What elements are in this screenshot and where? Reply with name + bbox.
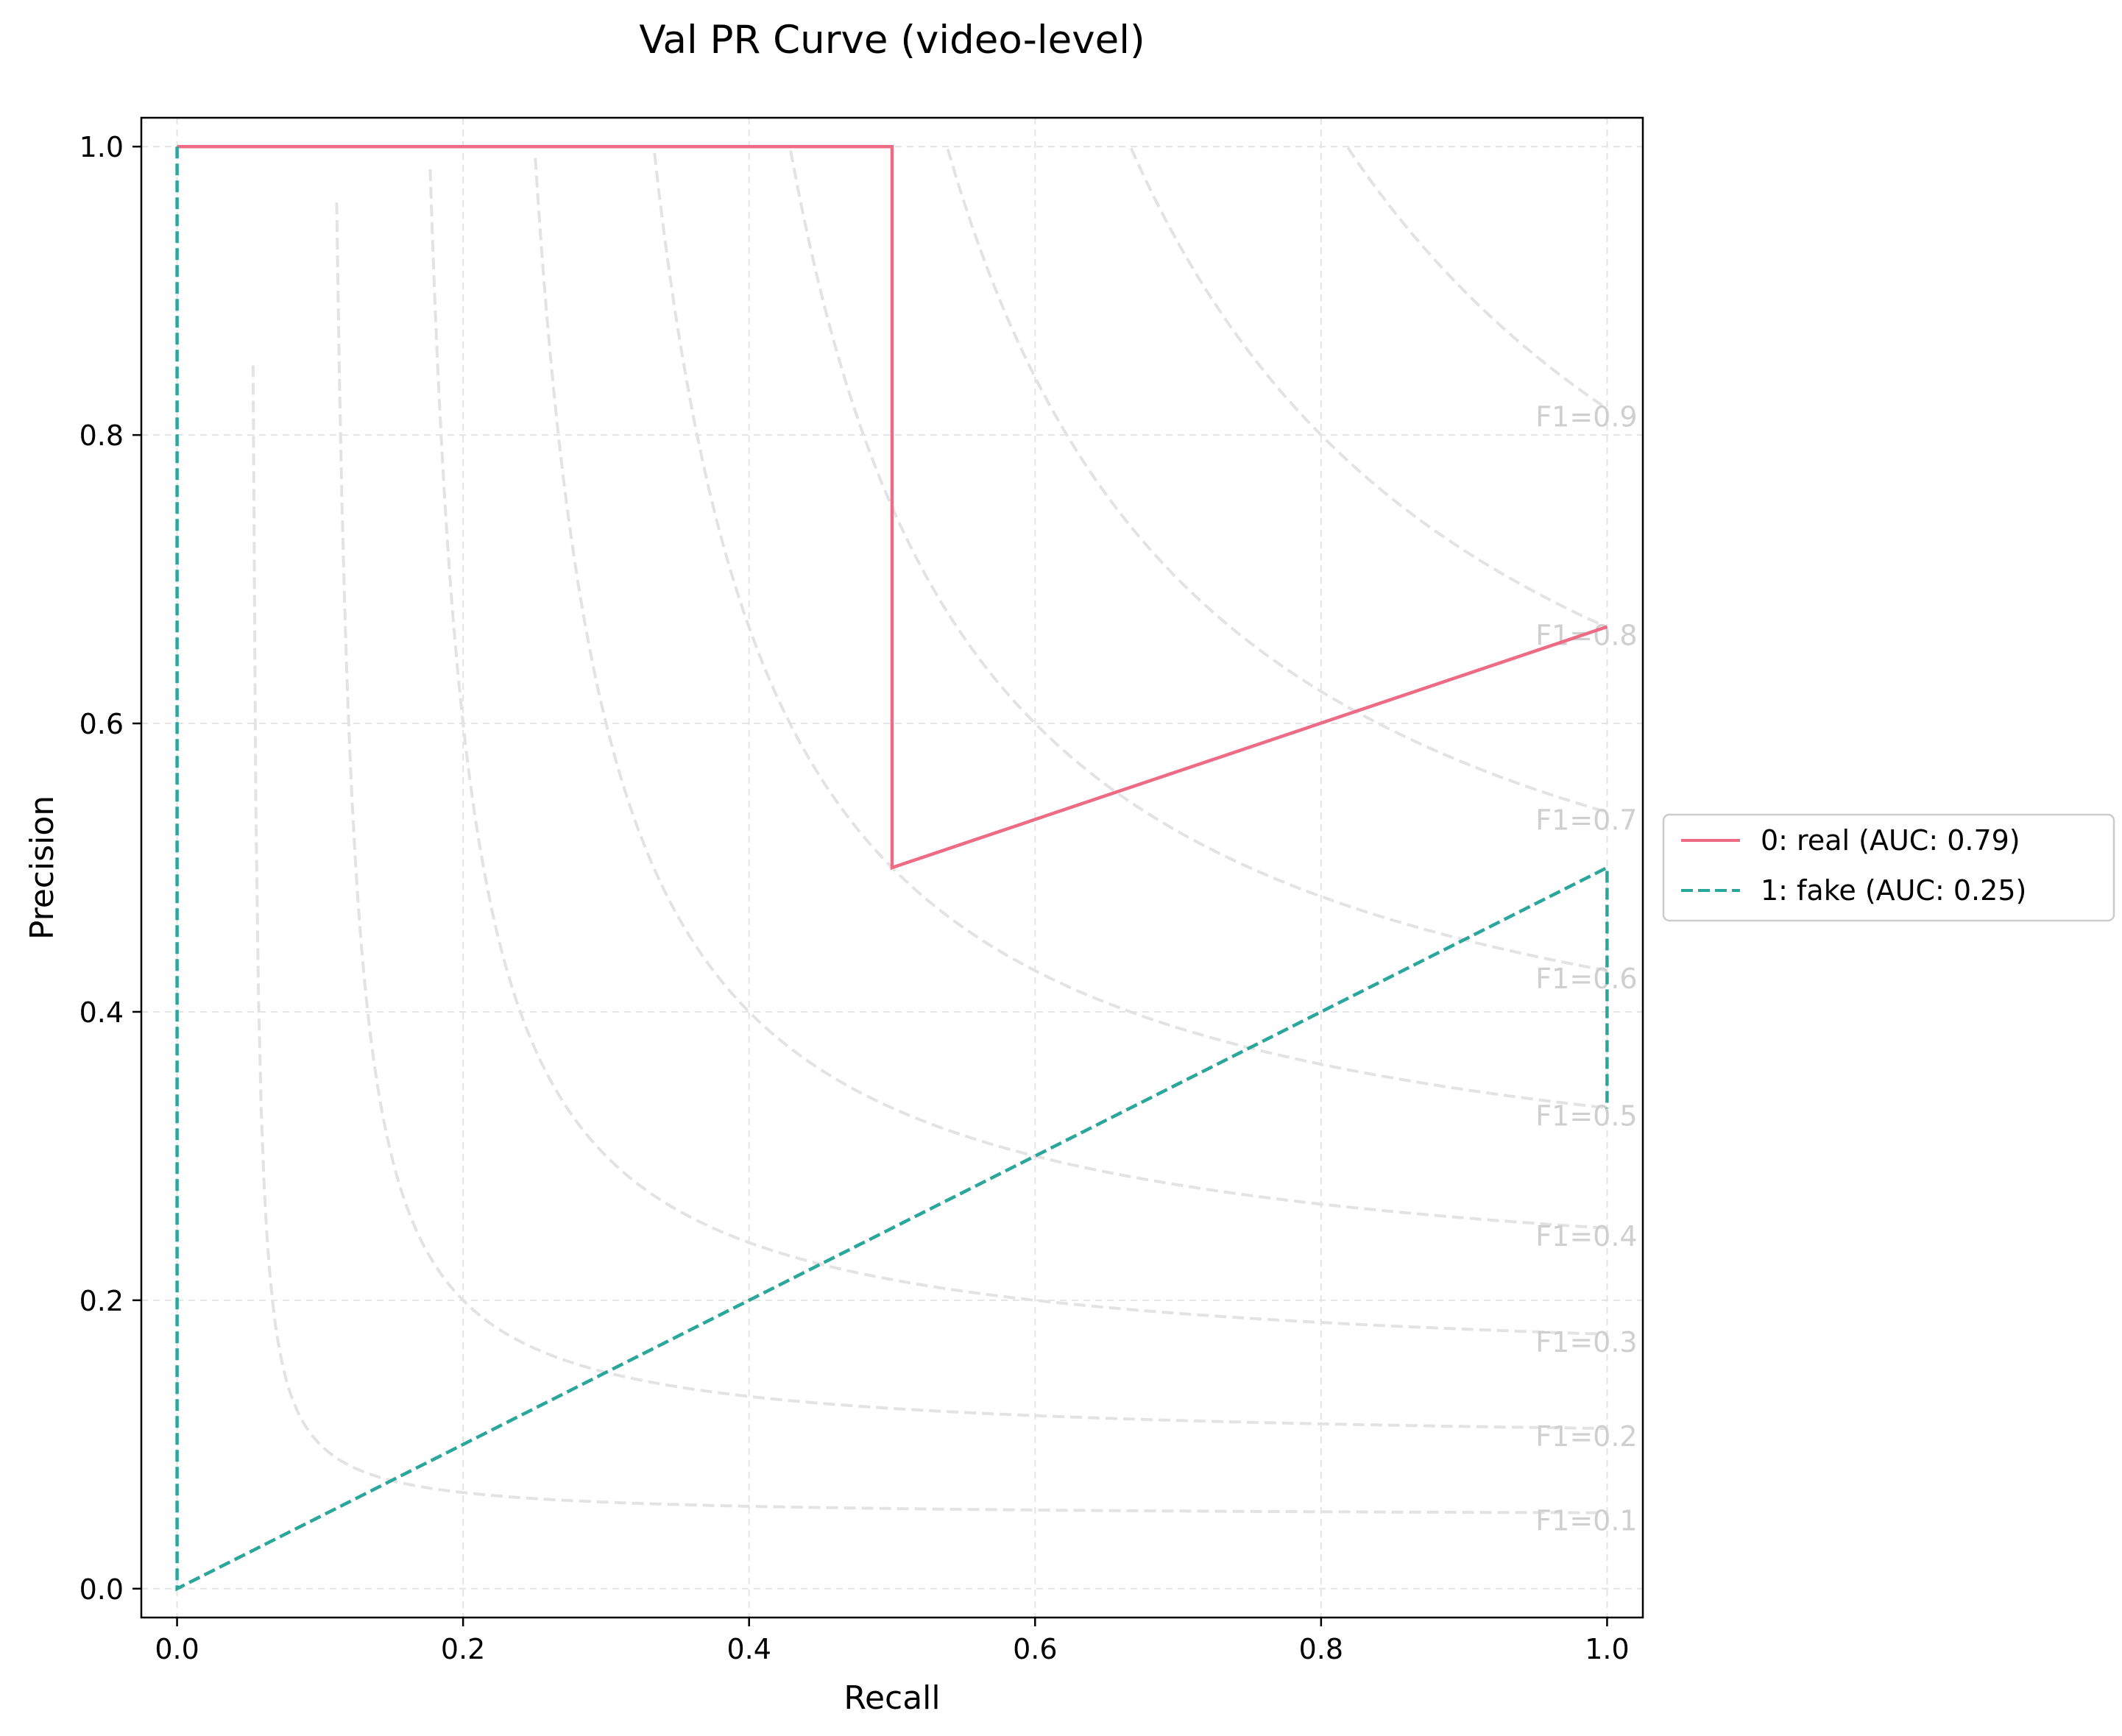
iso-f1-curve-7: [1129, 147, 1608, 629]
iso-f1-label-2: F1=0.3: [1535, 1326, 1637, 1358]
iso-f1-label-3: F1=0.4: [1535, 1220, 1637, 1253]
y-tick-label-3: 0.6: [79, 708, 124, 740]
iso-f1-label-0: F1=0.1: [1535, 1505, 1637, 1537]
iso-f1-curve-2: [428, 169, 1608, 1336]
x-tick-label-5: 1.0: [1585, 1633, 1629, 1665]
x-tick-label-1: 0.2: [441, 1633, 485, 1665]
iso-f1-curve-8: [1346, 146, 1608, 411]
iso-f1-label-4: F1=0.5: [1535, 1100, 1637, 1133]
legend-box: [1662, 813, 2115, 922]
x-tick-label-0: 0.0: [155, 1633, 199, 1665]
y-axis-label: Precision: [24, 796, 61, 940]
y-tick-label-0: 0.0: [79, 1573, 124, 1606]
legend: 0: real (AUC: 0.79) 1: fake (AUC: 0.25): [1662, 813, 2115, 922]
iso-f1-curve-0: [251, 365, 1608, 1514]
iso-f1-curve-4: [653, 152, 1608, 1110]
iso-f1-label-5: F1=0.6: [1535, 963, 1637, 995]
x-tick-label-4: 0.8: [1299, 1633, 1343, 1665]
legend-label-fake: 1: fake (AUC: 0.25): [1761, 874, 2026, 907]
x-axis-label: Recall: [844, 1679, 940, 1717]
iso-f1-label-8: F1=0.9: [1535, 400, 1637, 433]
iso-f1-curve-3: [534, 157, 1608, 1230]
iso-f1-curve-1: [335, 202, 1608, 1431]
y-tick-label-2: 0.4: [79, 996, 124, 1029]
iso-f1-curve-5: [789, 150, 1608, 972]
series-lines: [175, 144, 1609, 1592]
y-tick-label-5: 1.0: [79, 131, 124, 163]
iso-f1-label-1: F1=0.2: [1535, 1420, 1637, 1453]
x-tick-label-2: 0.4: [726, 1633, 771, 1665]
y-tick-label-1: 0.2: [79, 1285, 124, 1317]
iso-f1-label-6: F1=0.7: [1535, 804, 1637, 837]
chart-title: Val PR Curve (video-level): [639, 18, 1145, 63]
legend-label-real: 0: real (AUC: 0.79): [1761, 824, 2020, 857]
iso-f1-curves: F1=0.1 F1=0.2 F1=0.3 F1=0.4 F1=0.5 F1=0.6 F1=0…: [251, 146, 1638, 1537]
y-tick-label-4: 0.8: [79, 419, 124, 452]
plot-frame: [140, 116, 1644, 1619]
axes-ticks: 0.0 0.2 0.4 0.6 0.8 1.0 0.0 0.2 0.4 0.6 0.8 1.0: [79, 131, 1630, 1665]
series-line-1: [175, 146, 1609, 1592]
x-tick-label-3: 0.6: [1013, 1633, 1057, 1665]
series-line-0: [177, 144, 1608, 871]
iso-f1-curve-6: [946, 149, 1608, 814]
